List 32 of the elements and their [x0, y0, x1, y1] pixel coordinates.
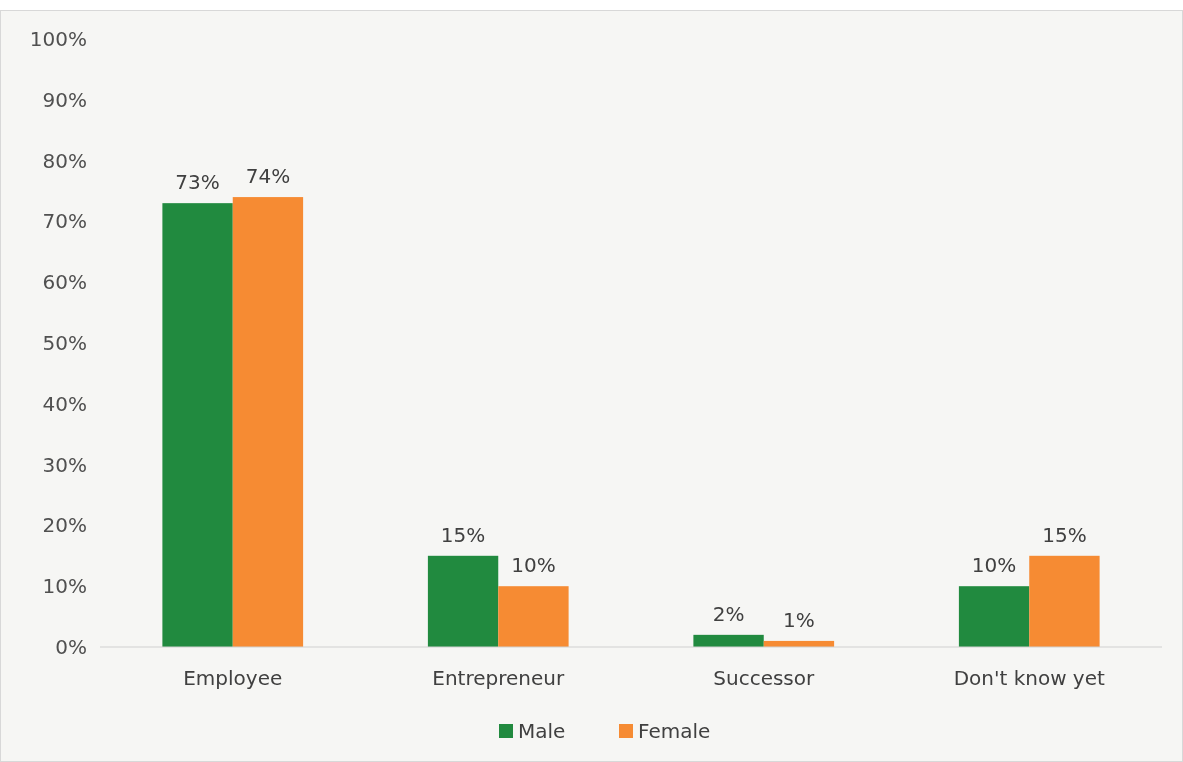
x-tick-label: Entrepreneur	[432, 666, 565, 690]
bar	[162, 203, 233, 647]
x-tick-label: Successor	[713, 666, 816, 690]
y-tick-label: 50%	[42, 331, 87, 355]
bar	[1029, 555, 1100, 647]
y-tick-label: 70%	[42, 209, 87, 234]
data-label: 15%	[1042, 522, 1087, 547]
bar	[693, 634, 764, 647]
legend-label: Male	[518, 719, 566, 743]
y-tick-label: 20%	[42, 513, 87, 538]
y-tick-label: 10%	[42, 574, 87, 599]
bar	[958, 586, 1030, 647]
bar	[427, 555, 499, 647]
data-label: 10%	[971, 553, 1017, 578]
y-tick-label: 100%	[29, 27, 87, 51]
y-tick-label: 60%	[42, 270, 87, 295]
x-tick-label: Don't know yet	[953, 666, 1106, 690]
y-tick-label: 40%	[42, 391, 87, 416]
data-label: 73%	[175, 170, 220, 195]
legend-label: Female	[638, 719, 711, 743]
x-tick-label: Employee	[183, 666, 283, 690]
data-label: 15%	[440, 522, 486, 547]
bar	[498, 586, 569, 647]
bar	[232, 197, 304, 647]
y-tick-label: 90%	[42, 87, 87, 112]
y-tick-label: 0%	[55, 635, 87, 659]
y-tick-label: 30%	[42, 452, 87, 477]
data-label: 2%	[712, 601, 745, 626]
data-label: 1%	[783, 607, 815, 632]
data-label: 10%	[511, 553, 556, 578]
y-tick-label: 80%	[42, 148, 87, 173]
data-label: 74%	[245, 164, 291, 189]
